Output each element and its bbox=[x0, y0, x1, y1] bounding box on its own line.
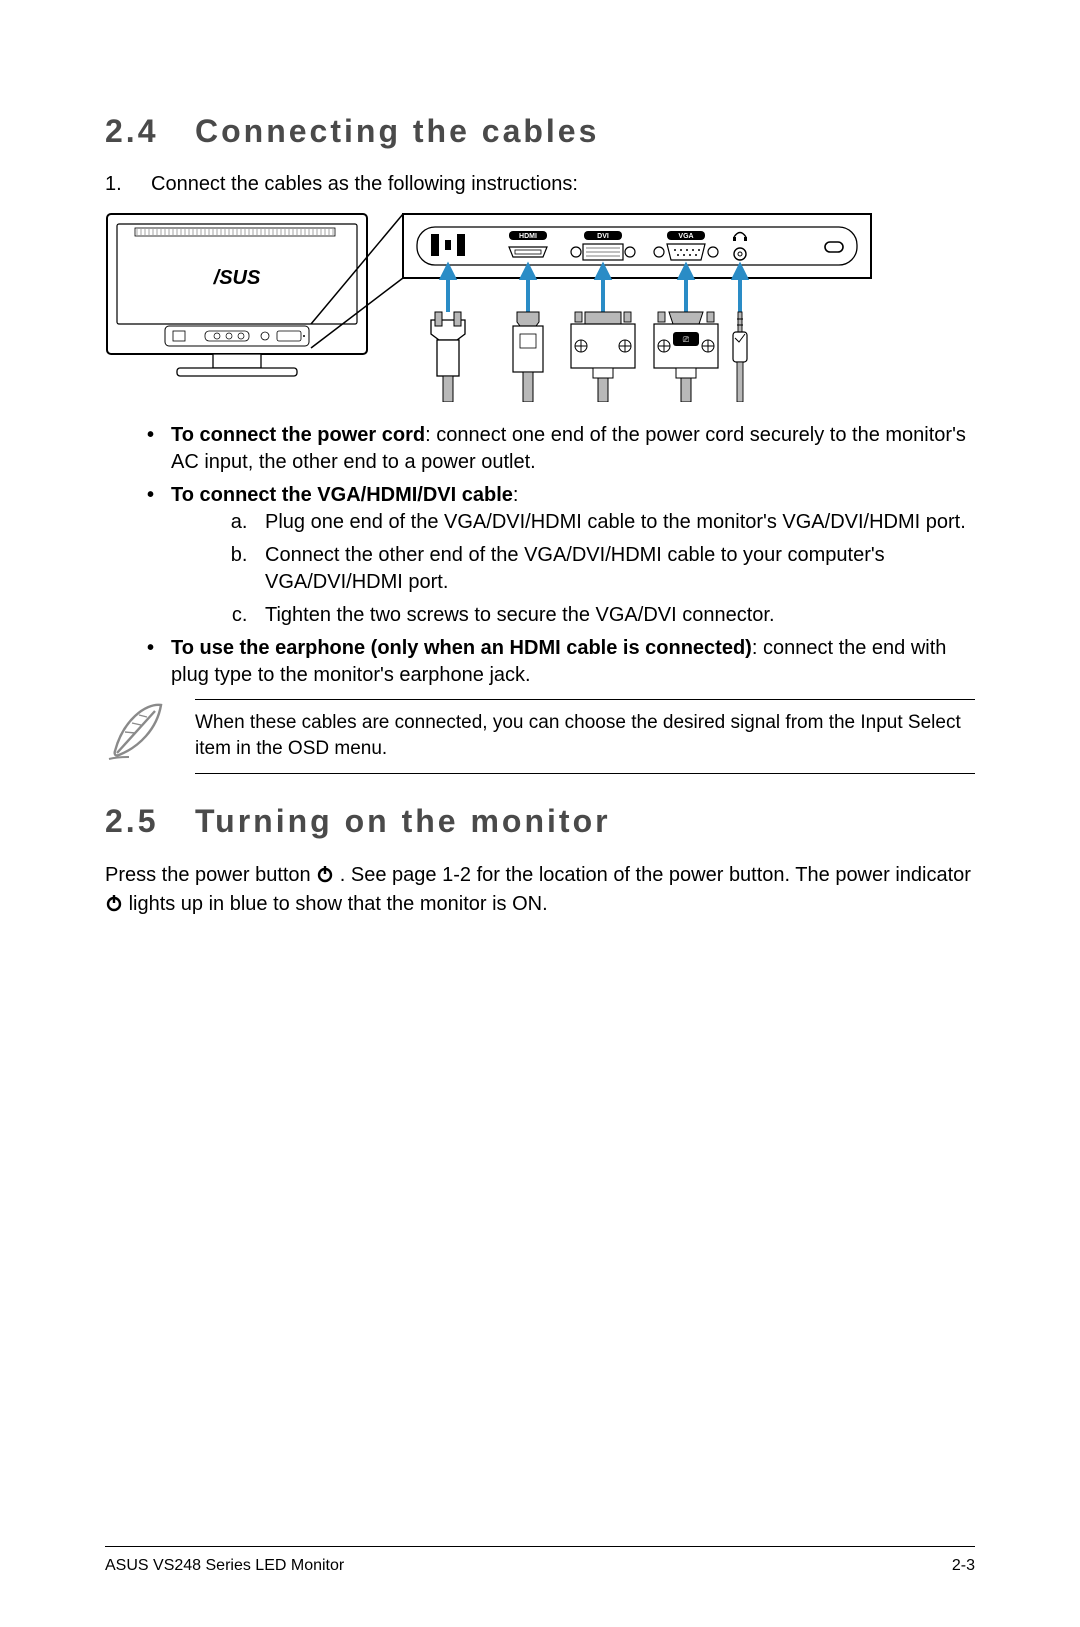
sub-step-b: Connect the other end of the VGA/DVI/HDM… bbox=[253, 542, 975, 596]
section-title: Connecting the cables bbox=[195, 113, 599, 149]
bullet-vga-label: To connect the VGA/HDMI/DVI cable bbox=[171, 484, 513, 506]
svg-text:VGA: VGA bbox=[678, 233, 693, 240]
svg-text:DVI: DVI bbox=[597, 233, 609, 240]
svg-text:HDMI: HDMI bbox=[519, 233, 537, 240]
note-box: When these cables are connected, you can… bbox=[105, 699, 975, 774]
page-footer: ASUS VS248 Series LED Monitor 2-3 bbox=[105, 1546, 975, 1577]
hdmi-cable-icon bbox=[513, 312, 543, 402]
section-number: 2.5 bbox=[105, 800, 195, 843]
instruction-bullets: To connect the power cord: connect one e… bbox=[141, 422, 975, 689]
vga-cable-icon: ⎚ bbox=[654, 312, 718, 402]
connection-diagram: /SUS HDMI bbox=[105, 212, 975, 402]
step-1: 1.Connect the cables as the following in… bbox=[105, 171, 975, 198]
power-cable-icon bbox=[431, 312, 465, 402]
power-icon bbox=[316, 864, 334, 891]
sub-step-c: Tighten the two screws to secure the VGA… bbox=[253, 602, 975, 629]
footer-right: 2-3 bbox=[952, 1555, 975, 1577]
section-heading-2-4: 2.4Connecting the cables bbox=[105, 110, 975, 153]
power-icon bbox=[105, 893, 123, 920]
turnon-part2: . See page 1-2 for the location of the p… bbox=[340, 864, 971, 886]
bullet-power-label: To connect the power cord bbox=[171, 424, 425, 446]
section-heading-2-5: 2.5Turning on the monitor bbox=[105, 800, 975, 843]
turnon-part1: Press the power button bbox=[105, 864, 316, 886]
svg-text:⎚: ⎚ bbox=[683, 335, 690, 344]
turnon-part3: lights up in blue to show that the monit… bbox=[129, 893, 548, 915]
feather-icon bbox=[105, 699, 175, 773]
monitor-icon: /SUS bbox=[107, 214, 367, 376]
sub-step-a: Plug one end of the VGA/DVI/HDMI cable t… bbox=[253, 509, 975, 536]
audio-cable-icon bbox=[733, 312, 747, 402]
step-text: Connect the cables as the following inst… bbox=[151, 173, 578, 195]
bullet-power: To connect the power cord: connect one e… bbox=[141, 422, 975, 476]
step-number: 1. bbox=[105, 171, 151, 198]
diagram-svg: /SUS HDMI bbox=[105, 212, 875, 402]
footer-left: ASUS VS248 Series LED Monitor bbox=[105, 1555, 344, 1577]
turn-on-text: Press the power button . See page 1-2 fo… bbox=[105, 862, 975, 920]
bullet-vga-colon: : bbox=[513, 484, 519, 506]
section-number: 2.4 bbox=[105, 110, 195, 153]
bullet-vga: To connect the VGA/HDMI/DVI cable: Plug … bbox=[141, 482, 975, 629]
bullet-earphone: To use the earphone (only when an HDMI c… bbox=[141, 635, 975, 689]
port-panel: HDMI DVI VGA bbox=[403, 214, 871, 278]
dvi-cable-icon bbox=[571, 312, 635, 402]
note-text: When these cables are connected, you can… bbox=[195, 699, 975, 774]
bullet-ear-label: To use the earphone (only when an HDMI c… bbox=[171, 637, 752, 659]
section-title: Turning on the monitor bbox=[195, 803, 611, 839]
asus-logo: /SUS bbox=[213, 267, 261, 289]
sub-steps: Plug one end of the VGA/DVI/HDMI cable t… bbox=[253, 509, 975, 629]
